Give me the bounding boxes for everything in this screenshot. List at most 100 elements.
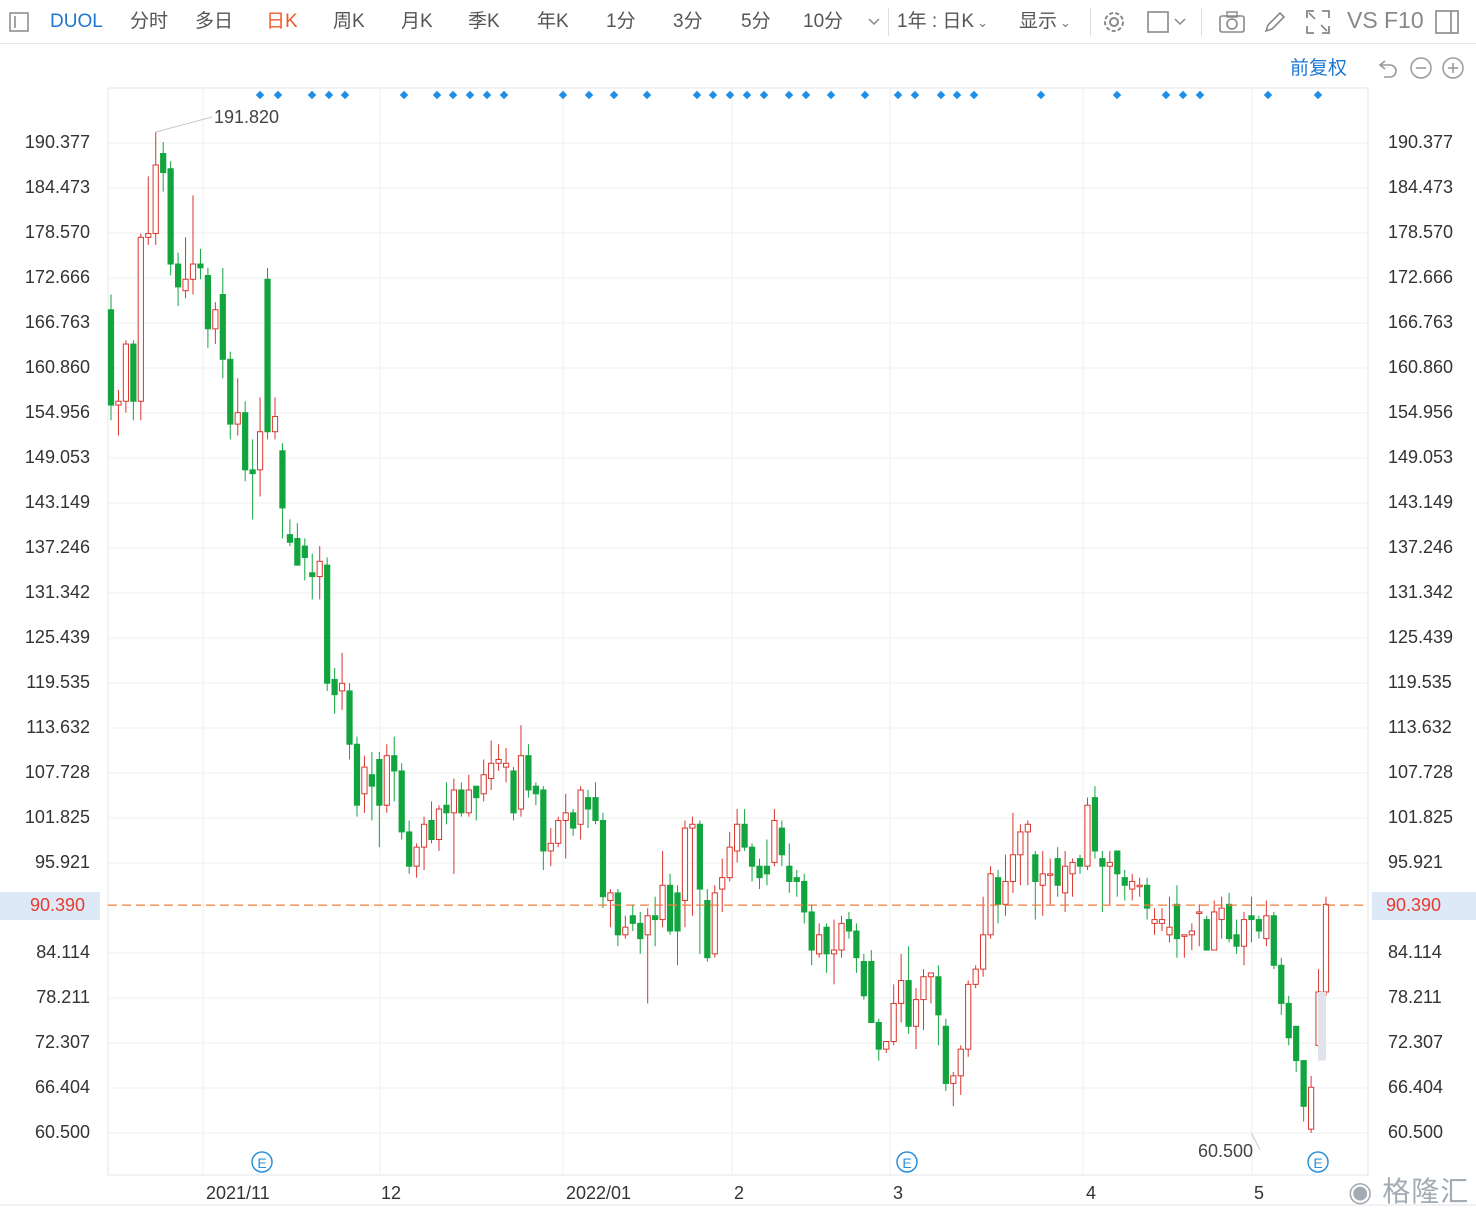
- candle-body: [130, 343, 137, 402]
- tab-10min[interactable]: 10分: [803, 11, 844, 32]
- candle-body: [830, 949, 838, 955]
- event-marker: [1307, 1151, 1329, 1173]
- square-icon[interactable]: [1146, 8, 1190, 36]
- candle-body: [182, 278, 189, 292]
- candle-body: [748, 846, 756, 867]
- candle-body: [845, 919, 853, 932]
- display-select[interactable]: 显示 ⌄: [1019, 9, 1071, 36]
- dividend-dot: [465, 90, 475, 100]
- candle-body: [1248, 915, 1255, 921]
- dividend-dot: [969, 90, 979, 100]
- candle-body: [435, 808, 443, 841]
- tab-yearly-k[interactable]: 年K: [537, 11, 569, 32]
- dividend-dot: [826, 90, 836, 100]
- candle-body: [1091, 797, 1099, 852]
- candle-body: [562, 812, 569, 821]
- candle-body: [808, 911, 815, 951]
- dividend-dot: [910, 90, 920, 100]
- dividend-dot: [432, 90, 442, 100]
- tab-3min[interactable]: 3分: [673, 11, 703, 32]
- dividend-dot: [1263, 90, 1273, 100]
- candle-body: [935, 976, 942, 1016]
- candle-body: [1307, 1086, 1315, 1130]
- gear-icon[interactable]: [1100, 8, 1128, 36]
- candle-body: [1293, 1025, 1300, 1062]
- tab-weekly-k[interactable]: 周K: [333, 11, 365, 32]
- range-select[interactable]: 1年 : 日K ⌄: [897, 9, 988, 36]
- event-marker: [251, 1151, 273, 1173]
- candle-body: [547, 842, 554, 852]
- candle-body: [495, 758, 502, 764]
- candle-body: [920, 976, 927, 1001]
- min-price-label: 60.500: [1198, 1141, 1253, 1161]
- fullscreen-icon[interactable]: [1304, 8, 1332, 36]
- current-price-right: 90.390: [1386, 895, 1442, 915]
- candle-body: [994, 877, 1002, 905]
- candle-body: [249, 469, 256, 475]
- tab-daily-k[interactable]: 日K: [266, 11, 298, 32]
- candle-body: [234, 412, 241, 425]
- y-tick-left: 119.535: [26, 672, 90, 692]
- candle-body: [1017, 831, 1024, 856]
- dividend-dot: [1178, 90, 1188, 100]
- candle-body: [763, 865, 771, 875]
- dividend-dot: [893, 90, 903, 100]
- candle-body: [696, 823, 703, 890]
- candle-body: [1121, 877, 1128, 886]
- dividend-dot: [1112, 90, 1122, 100]
- candle-body: [592, 797, 599, 821]
- candle-body: [301, 545, 308, 558]
- candle-body: [264, 278, 271, 433]
- y-tick-left: 107.728: [24, 762, 90, 782]
- candle-body: [584, 797, 592, 810]
- candle-body: [1233, 934, 1240, 947]
- y-tick-right: 125.439: [1388, 626, 1454, 647]
- candle-body: [1278, 964, 1285, 1004]
- vs-button[interactable]: VS: [1347, 7, 1378, 33]
- tab-quarterly-k[interactable]: 季K: [468, 11, 500, 32]
- candle-body: [1143, 884, 1151, 909]
- camera-icon[interactable]: [1218, 8, 1246, 36]
- candle-body: [1136, 884, 1143, 888]
- y-tick-left: 131.342: [24, 582, 90, 602]
- dividend-dot: [499, 90, 509, 100]
- sidebar-panel-icon[interactable]: [1434, 8, 1460, 36]
- candle-body: [160, 152, 167, 174]
- tab-multiday[interactable]: 多日: [195, 11, 234, 32]
- zoom-in-icon[interactable]: [1441, 54, 1465, 82]
- max-price-label: 191.820: [214, 107, 279, 127]
- pencil-icon[interactable]: [1262, 8, 1288, 36]
- more-chevron-icon[interactable]: [866, 8, 882, 36]
- candle-body: [316, 560, 323, 578]
- x-tick-label: 12: [381, 1183, 402, 1203]
- y-tick-right: 184.473: [1388, 177, 1454, 197]
- f10-button[interactable]: F10: [1384, 7, 1424, 33]
- x-tick-label: 3: [893, 1183, 904, 1203]
- candle-body: [353, 743, 361, 806]
- candle-body: [1069, 861, 1076, 875]
- undo-icon[interactable]: [1376, 54, 1400, 82]
- y-tick-right: 149.053: [1388, 446, 1454, 467]
- dividend-dot: [448, 90, 458, 100]
- y-tick-right: 131.342: [1388, 582, 1454, 602]
- tab-5min[interactable]: 5分: [741, 11, 771, 32]
- tab-monthly-k[interactable]: 月K: [401, 11, 433, 32]
- y-tick-right: 84.114: [1388, 942, 1442, 962]
- candle-body: [256, 431, 264, 471]
- symbol-label[interactable]: DUOL: [50, 11, 103, 32]
- tab-1min[interactable]: 1分: [606, 11, 636, 32]
- candle-body: [689, 823, 696, 829]
- x-tick-label: 4: [1086, 1183, 1097, 1203]
- y-tick-left: 149.053: [24, 446, 90, 467]
- dividend-dot: [307, 90, 317, 100]
- candle-body: [912, 999, 920, 1027]
- candle-body: [771, 819, 778, 863]
- tab-fenshi[interactable]: 分时: [130, 11, 169, 32]
- candle-body: [1099, 858, 1106, 867]
- sidebar-toggle-icon[interactable]: [8, 8, 30, 36]
- adjust-mode-link[interactable]: 前复权: [1290, 58, 1348, 79]
- x-tick-label: 2021/11: [206, 1183, 270, 1203]
- zoom-out-icon[interactable]: [1409, 54, 1433, 82]
- candle-body: [450, 789, 457, 814]
